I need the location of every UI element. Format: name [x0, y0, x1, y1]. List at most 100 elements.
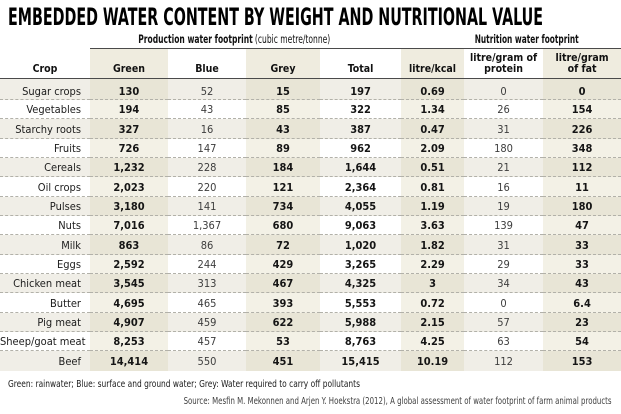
value-cell: 31 [464, 235, 544, 255]
value-cell: 1.82 [401, 235, 465, 255]
value-cell: 14,414 [90, 351, 168, 371]
value-cell: 2.29 [401, 254, 465, 275]
value-cell: 451 [246, 351, 320, 371]
value-cell: 141 [168, 196, 246, 217]
value-cell: 0 [543, 79, 621, 100]
value-cell: 327 [90, 119, 168, 139]
table-row: Sheep/goat meat 8,253 457 53 8,763 4.25 63 54 [0, 332, 621, 352]
column-header-litre-gram-fat: litre/gram of fat [543, 49, 621, 79]
value-cell: 85 [246, 100, 320, 120]
value-cell: 244 [168, 255, 246, 275]
value-cell: 54 [543, 332, 621, 352]
column-header-crop: Crop [0, 49, 90, 79]
value-cell: 10.19 [401, 351, 465, 371]
crop-name-cell: Pulses [0, 196, 90, 217]
value-cell: 387 [320, 119, 402, 139]
value-cell: 34 [464, 274, 544, 294]
group-header-production-text: Production water footprint (cubic metre/t… [139, 33, 331, 45]
value-cell: 1,232 [90, 158, 168, 178]
value-cell: 8,253 [90, 332, 168, 352]
table-row: Eggs 2,592 244 429 3,265 2.29 29 33 [0, 254, 621, 275]
table-row: Oil crops 2,023 220 121 2,364 0.81 16 11 [0, 177, 621, 197]
column-header-litre-gram-protein: litre/gram of protein [464, 49, 544, 79]
value-cell: 3 [401, 274, 465, 294]
value-cell: 1,367 [168, 216, 246, 236]
value-cell: 863 [90, 235, 168, 255]
value-cell: 63 [464, 332, 544, 352]
value-cell: 0.72 [401, 293, 465, 313]
value-cell: 6.4 [543, 293, 621, 313]
value-cell: 19 [464, 196, 544, 217]
value-cell: 550 [168, 351, 246, 371]
crop-name-cell: Oil crops [0, 177, 90, 197]
value-cell: 457 [168, 332, 246, 352]
table-row: Chicken meat 3,545 313 467 4,325 3 34 43 [0, 274, 621, 294]
crop-name-cell: Beef [0, 351, 90, 371]
value-cell: 1,644 [320, 158, 402, 178]
value-cell: 16 [464, 177, 544, 197]
table-row: Starchy roots 327 16 43 387 0.47 31 226 [0, 119, 621, 139]
chart-title-text: EMBEDDED WATER CONTENT BY WEIGHT AND NUT… [8, 3, 543, 31]
source-line: Source: Mesfin M. Mekonnen and Arjen Y. … [88, 396, 612, 408]
group-header-production-label: Production water footprint [138, 32, 254, 46]
value-cell: 43 [168, 100, 246, 120]
column-header-grey: Grey [246, 49, 320, 79]
value-cell: 2,023 [90, 177, 168, 197]
source-text: Source: Mesfin M. Mekonnen and Arjen Y. … [184, 395, 612, 407]
crop-name-cell: Starchy roots [0, 119, 90, 139]
value-cell: 467 [246, 274, 320, 294]
value-cell: 459 [168, 312, 246, 333]
value-cell: 2.09 [401, 138, 465, 159]
footnote-text: Green: rainwater; Blue: surface and grou… [8, 379, 360, 390]
table-row: Pig meat 4,907 459 622 5,988 2.15 57 23 [0, 312, 621, 333]
value-cell: 112 [464, 351, 544, 371]
table-row: Sugar crops 130 52 15 197 0.69 0 0 [0, 79, 621, 100]
value-cell: 2,364 [320, 177, 402, 197]
value-cell: 53 [246, 332, 320, 352]
column-group-header-row: Production water footprint (cubic metre/t… [0, 0, 621, 49]
value-cell: 43 [543, 274, 621, 294]
table-row: Fruits 726 147 89 962 2.09 180 348 [0, 138, 621, 159]
column-header-blue: Blue [168, 49, 246, 79]
table-row: Milk 863 86 72 1,020 1.82 31 33 [0, 235, 621, 255]
value-cell: 0.81 [401, 177, 465, 197]
value-cell: 3,545 [90, 274, 168, 294]
column-header-total: Total [320, 49, 402, 79]
value-cell: 622 [246, 312, 320, 333]
value-cell: 180 [543, 196, 621, 217]
value-cell: 726 [90, 138, 168, 159]
crop-name-cell: Butter [0, 293, 90, 313]
crop-name-cell: Eggs [0, 255, 90, 275]
value-cell: 4,907 [90, 312, 168, 333]
value-cell: 962 [320, 139, 402, 159]
value-cell: 2.15 [401, 312, 465, 333]
value-cell: 1.34 [401, 100, 465, 120]
value-cell: 26 [464, 100, 544, 120]
value-cell: 228 [168, 158, 246, 178]
value-cell: 147 [168, 139, 246, 159]
crop-name-cell: Fruits [0, 139, 90, 159]
value-cell: 112 [543, 158, 621, 178]
value-cell: 5,988 [320, 312, 402, 333]
group-header-spacer [0, 0, 90, 49]
table-row: Nuts 7,016 1,367 680 9,063 3.63 139 47 [0, 216, 621, 236]
table-row: Cereals 1,232 228 184 1,644 0.51 21 112 [0, 158, 621, 178]
value-cell: 15 [246, 79, 320, 100]
crop-name-cell: Vegetables [0, 100, 90, 120]
value-cell: 429 [246, 254, 320, 275]
value-cell: 348 [543, 138, 621, 159]
value-cell: 0.51 [401, 158, 465, 178]
value-cell: 0 [464, 293, 544, 313]
value-cell: 72 [246, 235, 320, 255]
value-cell: 3,180 [90, 196, 168, 217]
group-header-nutrition: Nutrition water footprint [401, 0, 621, 49]
table-row: Butter 4,695 465 393 5,553 0.72 0 6.4 [0, 293, 621, 313]
value-cell: 3,265 [320, 255, 402, 275]
value-cell: 23 [543, 312, 621, 333]
footnote: Green: rainwater; Blue: surface and grou… [8, 379, 431, 391]
value-cell: 197 [320, 79, 402, 100]
value-cell: 121 [246, 177, 320, 197]
value-cell: 226 [543, 119, 621, 139]
value-cell: 322 [320, 100, 402, 120]
